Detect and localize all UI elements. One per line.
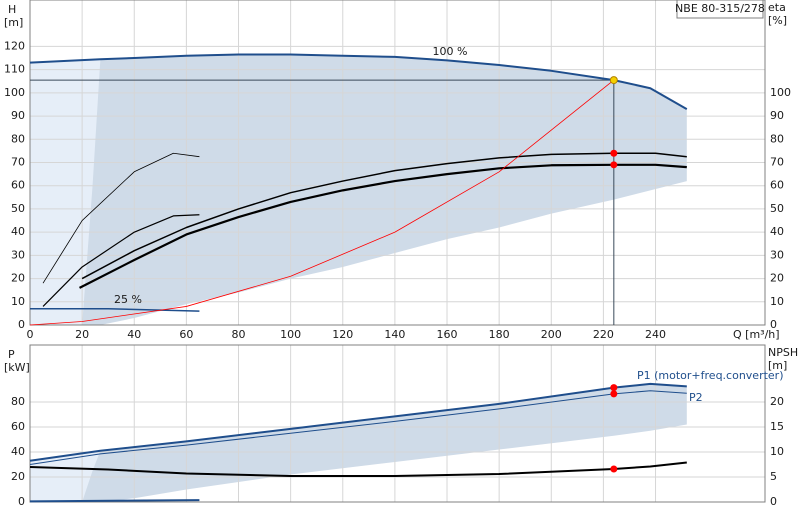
y-tick-label: 50	[11, 202, 25, 215]
duty-point	[610, 465, 618, 473]
x-tick-label: 220	[593, 328, 614, 341]
y-tick-label: 120	[4, 39, 25, 52]
curve	[29, 53, 688, 110]
y-tick-label: 10	[11, 295, 25, 308]
duty-point	[609, 76, 618, 85]
y2-unit: [%]	[768, 14, 787, 27]
y2-tick-label: 10	[770, 295, 784, 308]
y-tick-label: 80	[11, 395, 25, 408]
x-tick-label: 40	[127, 328, 141, 341]
x-tick-label: 180	[489, 328, 510, 341]
curve	[29, 382, 687, 462]
curve	[29, 461, 687, 477]
operating-range	[82, 54, 687, 326]
operating-range	[30, 450, 101, 502]
operating-range	[82, 383, 687, 502]
curve-label: P1 (motor+freq.converter)	[637, 369, 784, 382]
y-label: P	[8, 348, 15, 361]
x-tick-label: 240	[645, 328, 666, 341]
duty-point	[610, 384, 618, 392]
x-tick-label: 60	[179, 328, 193, 341]
x-tick-label: 20	[75, 328, 89, 341]
y-tick-label: 30	[11, 248, 25, 261]
y2-tick-label: 15	[770, 420, 784, 433]
y-tick-label: 40	[11, 445, 25, 458]
x-tick-label: 140	[384, 328, 405, 341]
operating-range	[30, 59, 101, 325]
x-tick-label: 160	[437, 328, 458, 341]
plot-frame	[29, 344, 766, 503]
y-tick-label: 20	[11, 272, 25, 285]
y-tick-label: 100	[4, 86, 25, 99]
x-label: Q [m³/h]	[733, 328, 780, 341]
x-tick-label: 200	[541, 328, 562, 341]
y2-tick-label: 20	[770, 272, 784, 285]
y2-tick-label: 10	[770, 445, 784, 458]
curve	[42, 152, 200, 284]
x-tick-label: 120	[332, 328, 353, 341]
y-tick-label: 90	[11, 109, 25, 122]
y-tick-label: 60	[11, 420, 25, 433]
curve	[29, 79, 615, 326]
chart-title: NBE 80-315/278	[675, 2, 765, 15]
y-tick-label: 40	[11, 225, 25, 238]
curve-label: 100 %	[433, 45, 468, 58]
y2-tick-label: 20	[770, 395, 784, 408]
curve	[29, 390, 687, 465]
y-tick-label: 70	[11, 156, 25, 169]
y2-tick-label: 5	[770, 470, 777, 483]
duty-point	[610, 149, 618, 157]
plot-frame	[29, 0, 766, 326]
y2-tick-label: 0	[770, 318, 777, 331]
y2-tick-label: 30	[770, 248, 784, 261]
y2-tick-label: 70	[770, 156, 784, 169]
y2-label: eta	[768, 1, 786, 14]
x-tick-label: 0	[27, 328, 34, 341]
y2-tick-label: 0	[770, 495, 777, 508]
x-tick-label: 100	[280, 328, 301, 341]
y2-tick-label: 80	[770, 132, 784, 145]
y2-tick-label: 40	[770, 225, 784, 238]
curve	[29, 499, 200, 503]
y2-unit: [m]	[768, 359, 787, 372]
y-tick-label: 20	[11, 470, 25, 483]
y-tick-label: 110	[4, 63, 25, 76]
y2-tick-label: 100	[770, 86, 791, 99]
curve-label: 25 %	[114, 293, 142, 306]
y-tick-label: 0	[18, 495, 25, 508]
y2-tick-label: 60	[770, 179, 784, 192]
duty-point	[610, 161, 618, 169]
y-tick-label: 0	[18, 318, 25, 331]
y-tick-label: 80	[11, 132, 25, 145]
y-tick-label: 60	[11, 179, 25, 192]
y-unit: [m]	[4, 16, 23, 29]
duty-point	[610, 390, 618, 398]
y2-label: NPSH	[768, 346, 798, 359]
y-label: H	[8, 3, 16, 16]
curve-label: P2	[689, 391, 703, 404]
title-box	[676, 0, 764, 19]
curve	[42, 214, 200, 307]
x-tick-label: 80	[232, 328, 246, 341]
curve	[30, 308, 200, 312]
y2-tick-label: 50	[770, 202, 784, 215]
y-unit: [kW]	[4, 361, 30, 374]
y2-tick-label: 90	[770, 109, 784, 122]
